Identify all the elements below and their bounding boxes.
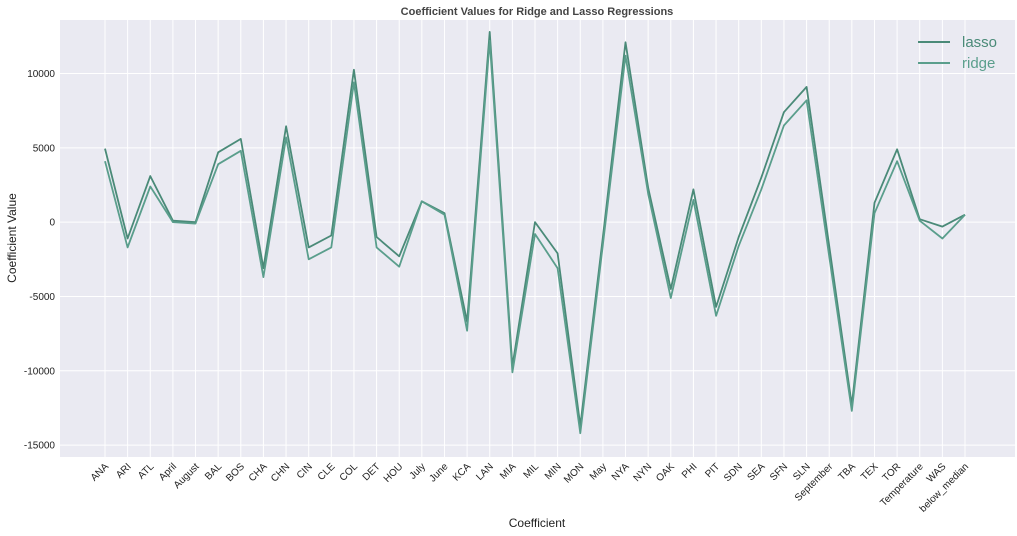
x-tick-label: TBA bbox=[836, 461, 858, 483]
x-tick-label: MIL bbox=[522, 461, 542, 481]
x-tick-label: ANA bbox=[89, 461, 112, 484]
series-line-lasso bbox=[104, 30, 966, 427]
x-tick-label: SEA bbox=[746, 461, 768, 483]
x-tick-label: ATL bbox=[136, 461, 157, 482]
x-tick-label: CIN bbox=[295, 461, 315, 481]
x-tick-label: CLE bbox=[316, 461, 338, 483]
x-tick-label: ARI bbox=[114, 461, 134, 481]
x-tick-label: August bbox=[172, 461, 202, 491]
x-tick-label: COL bbox=[338, 461, 361, 484]
x-tick-label: KCA bbox=[451, 461, 474, 484]
x-axis-label: Coefficient bbox=[509, 516, 566, 530]
y-axis-label: Coefficient Value bbox=[5, 193, 19, 283]
x-tick-label: PHI bbox=[680, 461, 700, 481]
x-tick-label: MIN bbox=[543, 461, 564, 482]
y-tick-label: -15000 bbox=[24, 441, 56, 452]
x-tick-label: DET bbox=[361, 461, 383, 483]
series-layer bbox=[104, 30, 966, 435]
x-tick-label: CHN bbox=[269, 461, 292, 484]
x-tick-label: CHA bbox=[247, 461, 270, 484]
x-tick-label: May bbox=[588, 461, 609, 482]
grid bbox=[60, 20, 1015, 457]
x-tick-label: TEX bbox=[859, 461, 881, 483]
x-tick-label: PIT bbox=[703, 461, 722, 480]
y-tick-label: 10000 bbox=[27, 69, 55, 80]
x-tick-label: HOU bbox=[382, 461, 406, 485]
x-tick-label: LAN bbox=[474, 461, 496, 483]
y-tick-label: -5000 bbox=[29, 292, 55, 303]
y-tick-label: 5000 bbox=[33, 143, 56, 154]
chart-title: Coefficient Values for Ridge and Lasso R… bbox=[401, 6, 674, 18]
x-tick-label: BAL bbox=[203, 461, 224, 482]
x-tick-label: July bbox=[408, 461, 428, 481]
x-tick-label: MON bbox=[562, 461, 586, 485]
x-tick-label: June bbox=[427, 461, 450, 484]
legend-label-lasso: lasso bbox=[962, 34, 997, 51]
x-tick-label: SDN bbox=[722, 461, 745, 484]
x-tick-label: NYA bbox=[610, 461, 632, 483]
legend-label-ridge: ridge bbox=[962, 55, 995, 72]
x-tick-label: SFN bbox=[768, 461, 790, 483]
x-tick-label: NYN bbox=[632, 461, 655, 484]
y-ticks: -15000 -10000 -5000 0 5000 10000 bbox=[24, 69, 56, 452]
y-tick-label: -10000 bbox=[24, 366, 56, 377]
x-tick-label: MIA bbox=[498, 461, 519, 482]
legend: lasso ridge bbox=[918, 34, 997, 72]
x-tick-label: OAK bbox=[654, 461, 677, 484]
x-tick-label: BOS bbox=[224, 461, 247, 484]
series-line-ridge bbox=[104, 39, 966, 435]
y-tick-label: 0 bbox=[49, 218, 55, 229]
